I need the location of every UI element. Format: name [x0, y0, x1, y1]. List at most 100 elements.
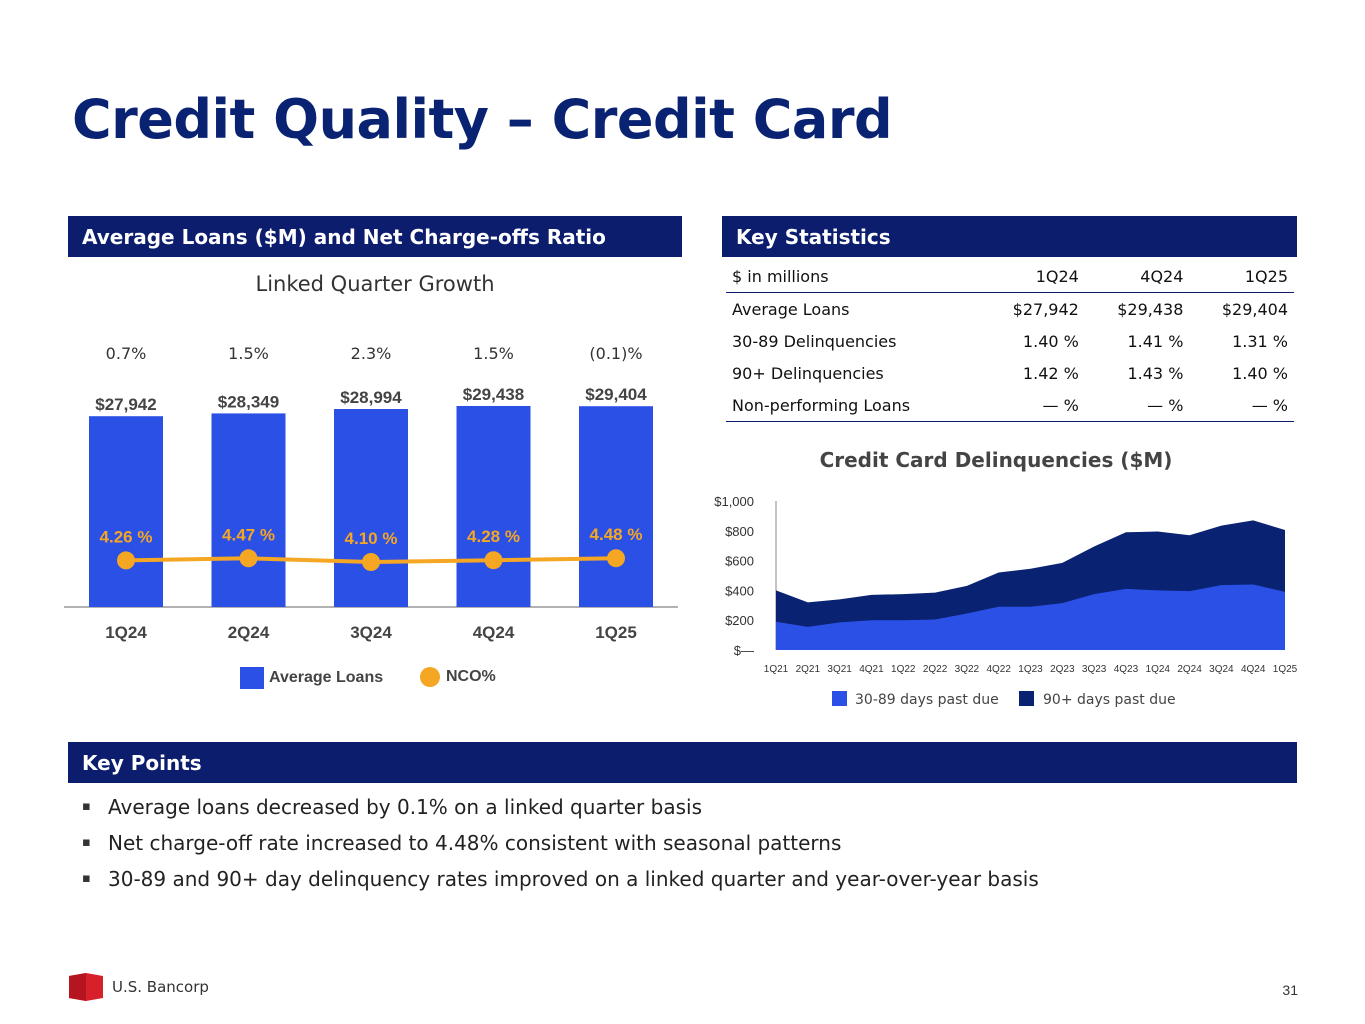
nco-value-label: 4.10 % [345, 529, 398, 548]
growth-label: 1.5% [473, 344, 514, 363]
bar-value-label: $27,942 [95, 395, 156, 414]
delinquencies-chart: Credit Card Delinquencies ($M) $— $200 $400… [700, 445, 1340, 715]
x-tick-label: 4Q24 [1241, 664, 1266, 675]
x-tick-label: 3Q24 [1209, 664, 1234, 675]
y-tick-label: $— [734, 643, 754, 658]
nco-value-label: 4.48 % [590, 525, 643, 544]
table-row: 30-89 Delinquencies 1.40 % 1.41 % 1.31 % [726, 325, 1294, 357]
bar [334, 409, 408, 607]
legend-label-30-89: 30-89 days past due [855, 692, 999, 708]
growth-label: 1.5% [228, 344, 269, 363]
logo-text: U.S. Bancorp [112, 978, 209, 996]
x-tick-label: 3Q22 [955, 664, 980, 675]
legend-line-marker [420, 667, 440, 687]
table-header-cell: $ in millions [726, 260, 981, 293]
stats-table: $ in millions 1Q24 4Q24 1Q25 Average Loans $2… [726, 260, 1294, 422]
x-tick-label: 4Q24 [473, 623, 515, 642]
table-cell: — % [1084, 389, 1190, 422]
table-cell: $27,942 [1012, 299, 1079, 319]
y-tick-label: $200 [725, 613, 754, 628]
table-row: Non-performing Loans — % — % — % [726, 389, 1294, 422]
nco-point [607, 549, 625, 568]
table-cell: $29,438 [1117, 299, 1184, 319]
x-tick-label: 2Q21 [796, 664, 821, 675]
legend-swatch-90-plus [1019, 691, 1034, 706]
page-number: 31 [1282, 982, 1298, 998]
table-cell: $29,404 [1221, 299, 1288, 319]
page-title: Credit Quality – Credit Card [72, 88, 893, 151]
nco-value-label: 4.28 % [467, 527, 520, 546]
bar-value-label: $28,349 [218, 392, 279, 411]
chart-subtitle: Linked Quarter Growth [255, 272, 495, 296]
nco-point [362, 553, 380, 571]
legend-nco-label: NCO% [446, 668, 496, 685]
table-cell: 30-89 Delinquencies [732, 331, 897, 351]
x-tick-label: 1Q21 [764, 664, 789, 675]
table-cell: 1.43 % [1127, 363, 1184, 383]
key-point-item: Average loans decreased by 0.1% on a lin… [70, 795, 1270, 819]
area-30-89 [776, 584, 1285, 650]
table-cell: — % [980, 389, 1085, 422]
growth-label: 2.3% [351, 344, 392, 363]
bar [89, 416, 163, 607]
table-header-cell: 4Q24 [1084, 260, 1190, 293]
x-tick-label: 3Q21 [827, 664, 852, 675]
table-cell: Non-performing Loans [726, 389, 981, 422]
nco-point [239, 549, 258, 568]
key-points-list: Average loans decreased by 0.1% on a lin… [70, 795, 1270, 903]
right-panel-header: Key Statistics [722, 216, 1297, 257]
bar-value-label: $29,438 [463, 385, 524, 404]
key-point-item: Net charge-off rate increased to 4.48% c… [70, 831, 1270, 855]
x-tick-label: 2Q24 [1177, 664, 1202, 675]
loans-nco-chart-svg: 0.7% 1.5% 2.3% 1.5% (0.1)% $27,942 1Q24 $28,349… [64, 344, 678, 642]
table-header-cell: 1Q24 [980, 260, 1085, 293]
legend-average-loans-label: Average Loans [269, 669, 384, 686]
y-tick-label: $400 [725, 583, 754, 598]
table-cell: — % [1189, 389, 1294, 422]
loans-chart: 0.7% 1.5% 2.3% 1.5% (0.1)% $27,942 1Q24 $28,349… [64, 330, 684, 660]
x-tick-label: 4Q21 [859, 664, 884, 675]
x-tick-label: 1Q22 [891, 664, 916, 675]
table-header-row: $ in millions 1Q24 4Q24 1Q25 [726, 260, 1294, 293]
nco-value-label: 4.47 % [222, 525, 275, 544]
nco-point [484, 551, 503, 570]
x-tick-label: 4Q23 [1114, 664, 1139, 675]
left-panel-header: Average Loans ($M) and Net Charge-offs R… [68, 216, 682, 257]
table-cell: Average Loans [732, 299, 850, 319]
y-tick-label: $800 [725, 524, 754, 539]
bar-value-label: $28,994 [340, 388, 402, 407]
x-tick-label: 1Q24 [105, 623, 147, 642]
x-tick-label: 2Q24 [228, 623, 270, 642]
bar [456, 405, 531, 607]
x-tick-label: 2Q23 [1050, 664, 1075, 675]
shield-logo-icon [69, 973, 103, 1001]
delinquency-chart-title: Credit Card Delinquencies ($M) [820, 448, 1173, 472]
x-tick-label: 3Q24 [350, 623, 392, 642]
table-cell: 1.41 % [1127, 331, 1184, 351]
legend-label-90-plus: 90+ days past due [1043, 692, 1176, 708]
key-point-item: 30-89 and 90+ day delinquency rates impr… [70, 867, 1270, 891]
y-tick-label: $600 [725, 554, 754, 569]
nco-point [117, 551, 135, 570]
table-cell: 1.31 % [1232, 331, 1288, 351]
x-tick-label: 3Q23 [1082, 664, 1107, 675]
table-cell: 1.40 % [1022, 331, 1079, 351]
legend-average-loans: Average Loans [240, 667, 383, 689]
nco-value-label: 4.26 % [100, 527, 153, 546]
key-statistics-table: $ in millions 1Q24 4Q24 1Q25 Average Loans $2… [726, 260, 1294, 422]
table-row: Average Loans $27,942 $29,438 $29,404 [726, 293, 1294, 326]
legend-bar-swatch [240, 667, 264, 689]
x-tick-label: 1Q25 [595, 623, 637, 642]
x-tick-label: 1Q24 [1146, 664, 1171, 675]
delinquencies-chart-svg: Credit Card Delinquencies ($M) $— $200 $400… [714, 448, 1297, 708]
table-cell: 90+ Delinquencies [732, 363, 884, 383]
x-tick-label: 1Q23 [1018, 664, 1043, 675]
bar [579, 406, 653, 607]
legend-swatch-30-89 [832, 691, 847, 706]
table-row: 90+ Delinquencies 1.42 % 1.43 % 1.40 % [726, 357, 1294, 389]
table-cell: 1.40 % [1232, 363, 1288, 383]
footer-logo: U.S. Bancorp [68, 972, 209, 1002]
y-tick-label: $1,000 [714, 494, 754, 509]
x-tick-label: 4Q22 [986, 664, 1011, 675]
growth-label: (0.1)% [589, 344, 642, 363]
